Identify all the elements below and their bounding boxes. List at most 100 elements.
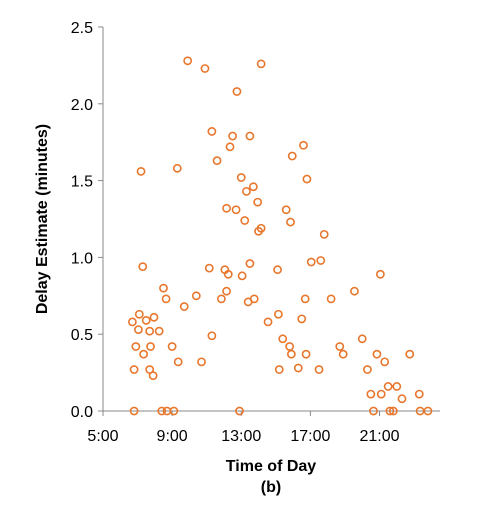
data-point	[191, 291, 201, 301]
data-point	[278, 334, 288, 344]
y-axis: 0.0 0.5 1.0 1.5 2.0 2.5	[71, 20, 104, 421]
data-point	[146, 342, 155, 351]
data-point	[223, 269, 233, 279]
data-point	[212, 156, 222, 166]
x-axis-title: Time of Day	[226, 458, 317, 475]
data-point	[380, 357, 390, 367]
data-point	[138, 262, 148, 272]
data-point	[256, 59, 266, 69]
data-point	[306, 257, 316, 267]
data-point	[286, 217, 295, 227]
y-axis-title: Delay Estimate (minutes)	[34, 124, 51, 314]
x-tick-label: 9:00	[157, 428, 188, 445]
data-point	[225, 142, 235, 152]
data-point	[242, 186, 251, 196]
data-point	[253, 197, 263, 207]
data-point	[148, 371, 158, 381]
data-point	[383, 382, 393, 391]
x-tick-label: 21:00	[359, 428, 399, 445]
data-point	[375, 269, 385, 279]
data-point	[232, 87, 242, 96]
data-point	[159, 283, 168, 293]
data-point	[256, 223, 266, 233]
y-tick-label: 1.5	[71, 174, 93, 191]
data-point	[136, 166, 146, 176]
data-point	[131, 342, 141, 351]
data-point	[222, 203, 231, 213]
x-tick-label: 13:00	[221, 428, 261, 445]
x-tick-label: 17:00	[290, 428, 330, 445]
data-point	[139, 349, 149, 359]
data-point	[145, 326, 155, 336]
y-tick-label: 2.0	[71, 97, 93, 114]
data-point	[302, 174, 312, 184]
data-point	[366, 389, 376, 399]
data-point	[274, 309, 283, 319]
data-point	[245, 131, 255, 141]
data-point	[263, 317, 273, 327]
data-point	[350, 286, 359, 296]
data-point	[249, 294, 259, 304]
data-point	[423, 406, 433, 416]
data-point	[129, 365, 139, 374]
data-point	[197, 357, 206, 367]
data-point	[200, 64, 210, 73]
data-point	[134, 309, 144, 319]
data-point	[405, 349, 415, 359]
data-point	[183, 56, 193, 66]
data-point	[245, 259, 255, 268]
data-point	[300, 294, 310, 304]
data-point	[335, 342, 345, 351]
data-point	[274, 365, 284, 374]
x-tick-label: 5:00	[87, 428, 118, 445]
data-point	[235, 406, 244, 416]
data-point	[286, 349, 296, 359]
data-point	[236, 173, 246, 182]
data-point	[392, 382, 402, 391]
data-point	[149, 312, 159, 322]
data-point	[285, 342, 295, 351]
data-point	[297, 314, 307, 324]
data-point	[240, 216, 250, 225]
x-axis: 5:00 9:00 13:00 17:00 21:00	[87, 410, 440, 445]
data-point	[134, 325, 143, 334]
y-tick-label: 0.0	[71, 404, 93, 421]
data-point	[154, 326, 164, 336]
data-point	[231, 205, 241, 215]
panel-label: (b)	[261, 479, 281, 496]
data-point	[414, 389, 424, 399]
data-point	[369, 406, 378, 416]
data-point	[222, 286, 231, 296]
y-tick-label: 0.5	[71, 327, 93, 344]
data-point	[248, 182, 258, 192]
data-point	[228, 131, 238, 141]
data-point	[385, 406, 395, 416]
data-point	[299, 140, 308, 150]
data-point	[167, 342, 177, 351]
data-point	[237, 271, 247, 281]
data-point	[127, 317, 137, 327]
data-point	[157, 406, 167, 416]
data-point	[216, 294, 226, 304]
data-point	[173, 357, 183, 367]
data-point	[388, 406, 398, 416]
data-point	[314, 365, 324, 374]
data-point	[376, 389, 386, 399]
data-point	[372, 349, 382, 359]
data-point	[301, 349, 311, 359]
data-point	[179, 302, 189, 311]
data-point	[141, 315, 151, 325]
data-point	[287, 151, 297, 161]
data-point	[326, 294, 336, 304]
data-point	[293, 363, 303, 373]
data-point	[207, 127, 217, 136]
y-tick-label: 2.5	[71, 20, 93, 37]
data-point	[397, 394, 407, 404]
data-point	[316, 256, 326, 265]
data-point	[281, 205, 291, 215]
data-point	[338, 349, 348, 359]
data-point	[319, 229, 329, 239]
data-point	[129, 406, 139, 416]
data-point	[207, 331, 217, 341]
